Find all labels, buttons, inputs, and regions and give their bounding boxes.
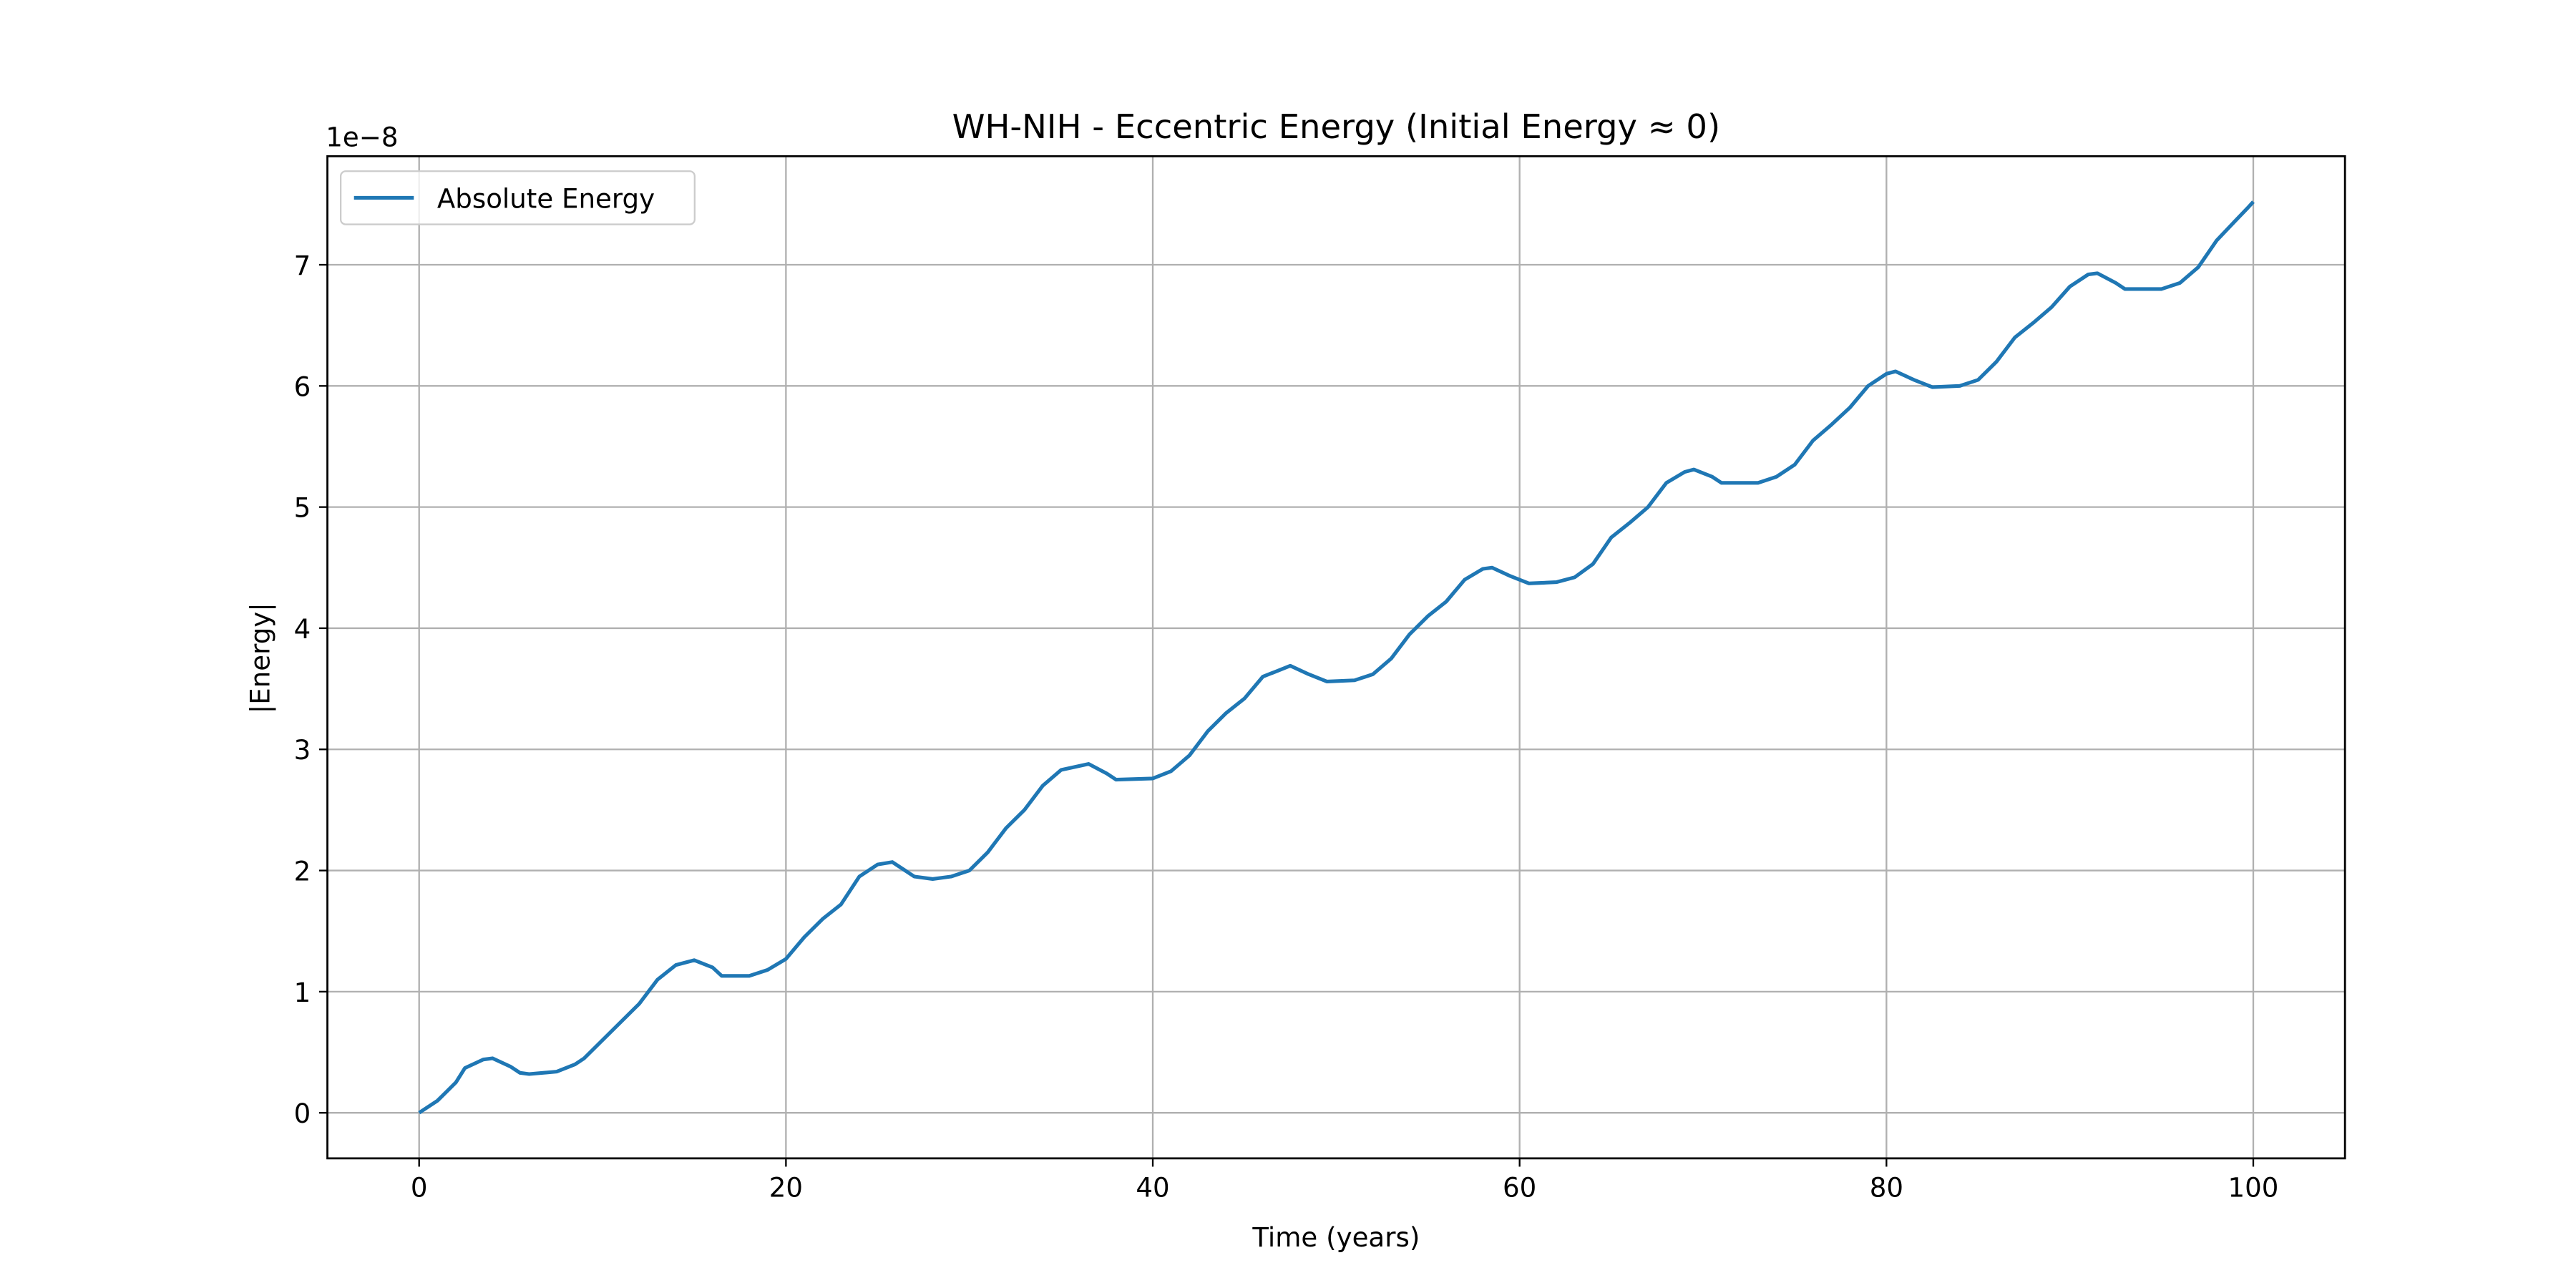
y-tick-label: 1	[294, 977, 311, 1008]
y-tick-label: 6	[294, 371, 311, 402]
y-tick-label: 0	[294, 1098, 311, 1129]
y-tick-label: 4	[294, 614, 311, 645]
x-tick-label: 0	[411, 1172, 428, 1203]
x-tick-label: 60	[1503, 1172, 1536, 1203]
y-tick-label: 5	[294, 493, 311, 524]
y-tick-label: 2	[294, 856, 311, 887]
chart-title: WH-NIH - Eccentric Energy (Initial Energ…	[952, 107, 1721, 146]
legend-box	[339, 170, 696, 225]
x-tick-label: 100	[2228, 1172, 2279, 1203]
y-tick-label: 3	[294, 735, 311, 766]
x-tick-label: 40	[1136, 1172, 1169, 1203]
y-tick-label: 7	[294, 250, 311, 281]
legend-label: Absolute Energy	[437, 183, 655, 214]
x-axis-title: Time (years)	[1252, 1222, 1420, 1253]
y-axis-title: |Energy|	[245, 602, 276, 713]
y-offset-label: 1e−8	[326, 122, 398, 152]
x-tick-label: 20	[769, 1172, 803, 1203]
x-tick-label: 80	[1870, 1172, 1903, 1203]
plot-frame	[326, 155, 2346, 1160]
line-series	[418, 200, 2255, 1115]
